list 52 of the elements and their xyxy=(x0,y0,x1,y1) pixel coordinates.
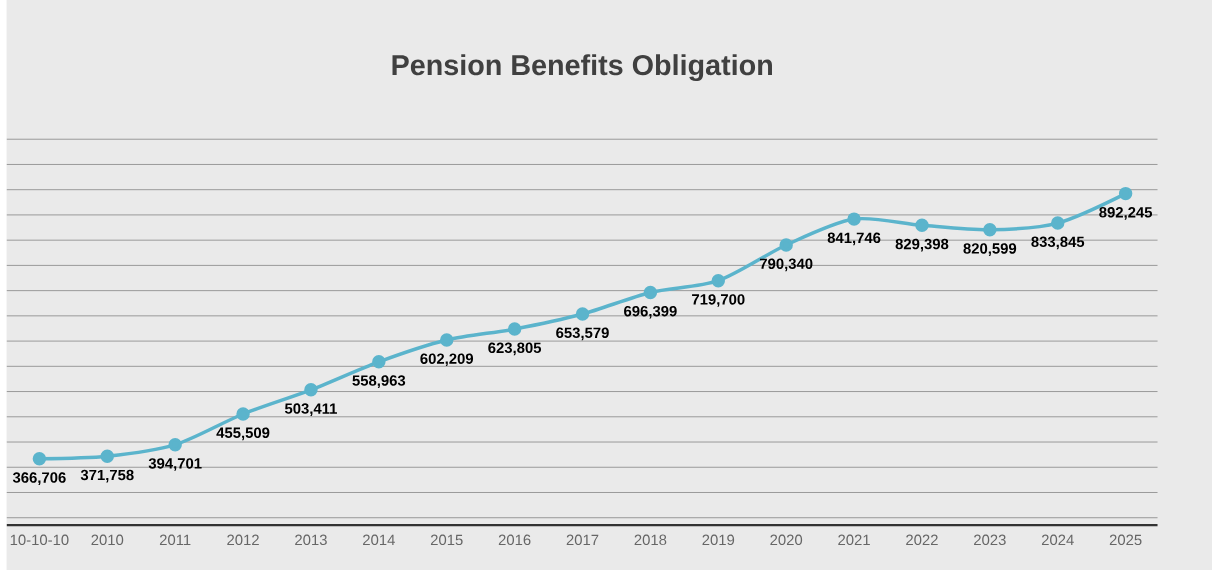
data-label: 371,758 xyxy=(80,469,134,483)
point xyxy=(1118,186,1133,201)
x-tick-label: 2021 xyxy=(838,534,870,546)
point xyxy=(711,274,725,288)
point xyxy=(575,307,590,321)
point xyxy=(32,452,47,466)
point xyxy=(983,223,997,237)
data-label: 623,805 xyxy=(488,342,542,356)
data-label: 366,706 xyxy=(12,472,66,485)
x-tick-label: 2025 xyxy=(1109,534,1142,546)
data-label: 503,411 xyxy=(284,403,337,417)
data-label: 820,599 xyxy=(963,243,1017,256)
point xyxy=(236,407,250,421)
point xyxy=(915,218,929,233)
chart-title: Pension Benefits Obligation xyxy=(392,54,772,82)
data-label: 892,245 xyxy=(1099,207,1153,220)
x-tick-label: 2015 xyxy=(430,534,463,546)
x-tick-label: 2012 xyxy=(227,534,259,546)
data-label: 455,509 xyxy=(216,427,270,441)
x-tick-label: 2013 xyxy=(295,534,327,546)
x-tick-label: 2020 xyxy=(770,534,803,546)
x-tick-label: 10-10-10 xyxy=(10,534,69,546)
data-label: 841,746 xyxy=(827,232,881,246)
x-tick-label: 2022 xyxy=(906,534,938,546)
point xyxy=(643,285,658,300)
data-label: 833,845 xyxy=(1031,236,1085,250)
point xyxy=(847,212,861,226)
data-label: 394,701 xyxy=(148,458,202,471)
x-tick-label: 2023 xyxy=(974,534,1006,546)
point xyxy=(779,238,793,252)
x-tick-label: 2011 xyxy=(159,534,191,546)
data-label: 558,963 xyxy=(352,375,406,388)
point xyxy=(440,333,454,347)
x-tick-label: 2014 xyxy=(363,534,395,546)
point xyxy=(100,449,114,464)
x-tick-label: 2024 xyxy=(1041,534,1074,546)
point xyxy=(507,322,522,336)
data-label: 829,398 xyxy=(895,238,949,252)
point xyxy=(168,438,182,452)
point xyxy=(372,355,386,369)
point xyxy=(304,383,318,397)
x-tick-label: 2019 xyxy=(702,534,735,546)
x-tick-label: 2016 xyxy=(498,534,531,546)
data-label: 719,700 xyxy=(692,294,745,307)
x-tick-label: 2018 xyxy=(634,534,667,546)
x-tick-label: 2010 xyxy=(91,534,124,546)
data-label: 653,579 xyxy=(556,327,609,341)
data-label: 602,209 xyxy=(420,353,474,367)
point xyxy=(1051,216,1065,230)
data-label: 696,399 xyxy=(624,305,677,319)
data-label: 790,340 xyxy=(759,258,813,272)
x-tick-label: 2017 xyxy=(566,534,599,546)
